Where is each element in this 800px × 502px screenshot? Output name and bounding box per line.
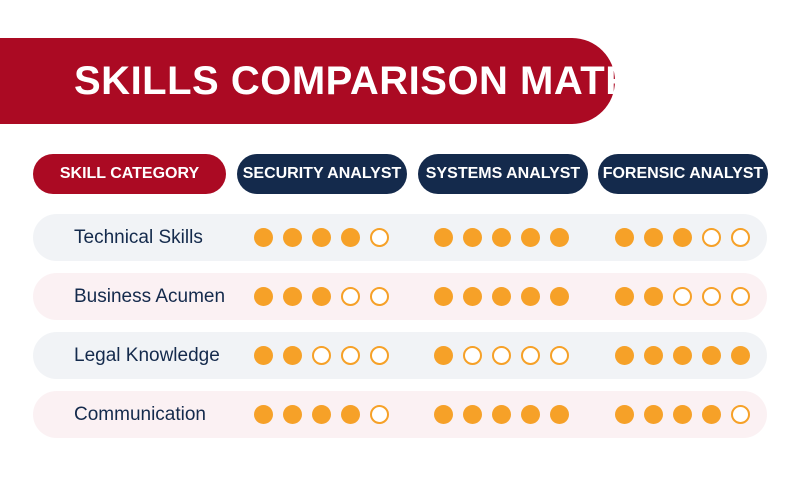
filled-dot-icon <box>463 228 482 247</box>
filled-dot-icon <box>254 405 273 424</box>
row-label: Business Acumen <box>74 286 226 307</box>
row-label: Legal Knowledge <box>74 345 220 366</box>
filled-dot-icon <box>312 228 331 247</box>
empty-dot-icon <box>463 346 482 365</box>
rating-forensic-analyst <box>615 405 750 424</box>
filled-dot-icon <box>644 287 663 306</box>
matrix-row-communication: Communication <box>33 391 767 438</box>
empty-dot-icon <box>341 346 360 365</box>
empty-dot-icon <box>370 405 389 424</box>
header-systems-analyst: SYSTEMS ANALYST <box>418 154 588 194</box>
filled-dot-icon <box>492 228 511 247</box>
rating-forensic-analyst <box>615 228 750 247</box>
header-security-analyst: SECURITY ANALYST <box>237 154 407 194</box>
rating-security-analyst <box>254 287 389 306</box>
page-title: SKILLS COMPARISON MATRIX <box>74 58 674 103</box>
empty-dot-icon <box>370 228 389 247</box>
rating-security-analyst <box>254 228 389 247</box>
empty-dot-icon <box>492 346 511 365</box>
filled-dot-icon <box>312 287 331 306</box>
filled-dot-icon <box>283 287 302 306</box>
filled-dot-icon <box>673 405 692 424</box>
empty-dot-icon <box>702 287 721 306</box>
filled-dot-icon <box>254 228 273 247</box>
empty-dot-icon <box>731 405 750 424</box>
rating-forensic-analyst <box>615 346 750 365</box>
filled-dot-icon <box>434 346 453 365</box>
matrix-row-technical-skills: Technical Skills <box>33 214 767 261</box>
filled-dot-icon <box>463 405 482 424</box>
filled-dot-icon <box>283 228 302 247</box>
filled-dot-icon <box>283 405 302 424</box>
title-banner: SKILLS COMPARISON MATRIX <box>0 38 673 124</box>
rating-systems-analyst <box>434 405 569 424</box>
filled-dot-icon <box>615 405 634 424</box>
filled-dot-icon <box>254 346 273 365</box>
rating-security-analyst <box>254 346 389 365</box>
filled-dot-icon <box>644 405 663 424</box>
filled-dot-icon <box>550 287 569 306</box>
matrix-row-legal-knowledge: Legal Knowledge <box>33 332 767 379</box>
row-label: Technical Skills <box>74 227 203 248</box>
filled-dot-icon <box>673 346 692 365</box>
filled-dot-icon <box>615 346 634 365</box>
filled-dot-icon <box>312 405 331 424</box>
filled-dot-icon <box>492 405 511 424</box>
filled-dot-icon <box>434 228 453 247</box>
matrix-row-business-acumen: Business Acumen <box>33 273 767 320</box>
filled-dot-icon <box>521 228 540 247</box>
rating-forensic-analyst <box>615 287 750 306</box>
filled-dot-icon <box>550 405 569 424</box>
filled-dot-icon <box>615 228 634 247</box>
filled-dot-icon <box>644 346 663 365</box>
filled-dot-icon <box>615 287 634 306</box>
rating-systems-analyst <box>434 346 569 365</box>
filled-dot-icon <box>463 287 482 306</box>
empty-dot-icon <box>370 287 389 306</box>
empty-dot-icon <box>731 228 750 247</box>
filled-dot-icon <box>550 228 569 247</box>
rating-systems-analyst <box>434 228 569 247</box>
filled-dot-icon <box>341 228 360 247</box>
filled-dot-icon <box>521 287 540 306</box>
filled-dot-icon <box>521 405 540 424</box>
filled-dot-icon <box>673 228 692 247</box>
row-label: Communication <box>74 404 206 425</box>
empty-dot-icon <box>702 228 721 247</box>
filled-dot-icon <box>731 346 750 365</box>
empty-dot-icon <box>521 346 540 365</box>
rating-security-analyst <box>254 405 389 424</box>
filled-dot-icon <box>644 228 663 247</box>
filled-dot-icon <box>492 287 511 306</box>
empty-dot-icon <box>550 346 569 365</box>
empty-dot-icon <box>673 287 692 306</box>
filled-dot-icon <box>702 405 721 424</box>
filled-dot-icon <box>434 287 453 306</box>
header-skill-category: SKILL CATEGORY <box>33 154 226 194</box>
filled-dot-icon <box>434 405 453 424</box>
rating-systems-analyst <box>434 287 569 306</box>
empty-dot-icon <box>731 287 750 306</box>
empty-dot-icon <box>312 346 331 365</box>
header-forensic-analyst: FORENSIC ANALYST <box>598 154 768 194</box>
empty-dot-icon <box>341 287 360 306</box>
filled-dot-icon <box>254 287 273 306</box>
filled-dot-icon <box>283 346 302 365</box>
filled-dot-icon <box>341 405 360 424</box>
filled-dot-icon <box>702 346 721 365</box>
empty-dot-icon <box>370 346 389 365</box>
